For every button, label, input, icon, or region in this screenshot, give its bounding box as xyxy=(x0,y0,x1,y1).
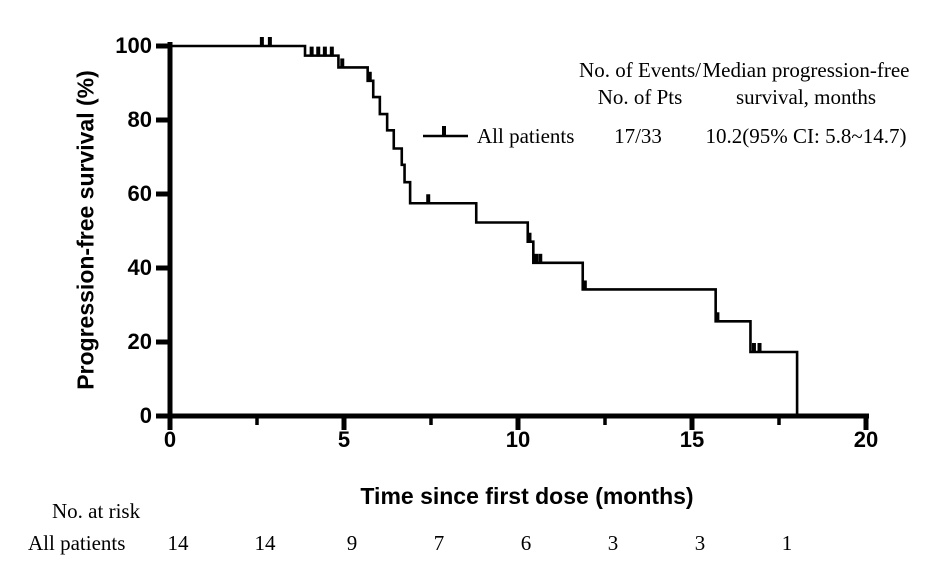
x-tick-label: 10 xyxy=(505,427,531,452)
censor-tick-mark xyxy=(259,37,264,47)
risk-count-value: 14 xyxy=(254,531,276,555)
censor-tick-mark xyxy=(316,46,321,57)
x-tick-label: 0 xyxy=(163,427,177,452)
x-tick-label: 15 xyxy=(679,427,705,452)
censor-tick-mark xyxy=(751,342,756,353)
legend-censor-tick xyxy=(442,126,446,136)
y-tick-label: 20 xyxy=(127,329,152,354)
median-header-line1: Median progression-free xyxy=(702,58,910,82)
risk-count-value: 14 xyxy=(167,531,189,555)
y-tick-label: 80 xyxy=(127,107,152,132)
y-tick-label: 100 xyxy=(115,33,152,58)
x-axis-title: Time since first dose (months) xyxy=(360,483,694,509)
risk-count-value: 7 xyxy=(433,531,445,555)
legend-median-value: 10.2(95% CI: 5.8~14.7) xyxy=(705,124,907,148)
censor-tick-mark xyxy=(757,342,762,353)
risk-count-value: 3 xyxy=(694,531,706,555)
risk-count-value: 3 xyxy=(607,531,619,555)
censor-tick-mark xyxy=(309,46,314,57)
censor-tick-mark xyxy=(267,37,272,47)
risk-count-value: 6 xyxy=(520,531,532,555)
x-tick-label: 5 xyxy=(337,427,351,452)
risk-row-label: All patients xyxy=(28,531,126,555)
censor-tick-mark xyxy=(426,194,431,205)
y-tick-label: 60 xyxy=(127,181,152,206)
events-column-header: No. of Events/ No. of Pts xyxy=(540,57,740,111)
censor-tick-mark xyxy=(527,232,532,243)
x-tick-label: 20 xyxy=(853,427,879,452)
y-tick-label: 40 xyxy=(127,255,152,280)
legend-series-label: All patients xyxy=(477,124,575,148)
risk-table-header: No. at risk xyxy=(52,499,141,523)
y-axis-title: Progression-free survival (%) xyxy=(72,70,99,390)
legend-events-value: 17/33 xyxy=(614,124,662,148)
y-tick-label: 0 xyxy=(139,403,152,428)
censor-tick-mark xyxy=(538,253,543,264)
median-header-line2: survival, months xyxy=(736,85,876,109)
km-step-curve xyxy=(170,44,799,416)
events-header-line2: No. of Pts xyxy=(597,85,683,109)
censor-tick-mark xyxy=(329,46,334,57)
median-column-header: Median progression-free survival, months xyxy=(676,57,931,111)
censor-tick-mark xyxy=(322,46,327,57)
censor-tick-mark xyxy=(367,71,372,82)
censor-tick-mark xyxy=(715,312,720,323)
risk-count-value: 1 xyxy=(781,531,793,555)
censor-tick-mark xyxy=(582,280,587,291)
censor-tick-mark xyxy=(340,58,345,69)
risk-count-value: 9 xyxy=(346,531,358,555)
events-header-line1: No. of Events/ xyxy=(579,58,701,82)
censor-tick-mark xyxy=(534,253,539,264)
